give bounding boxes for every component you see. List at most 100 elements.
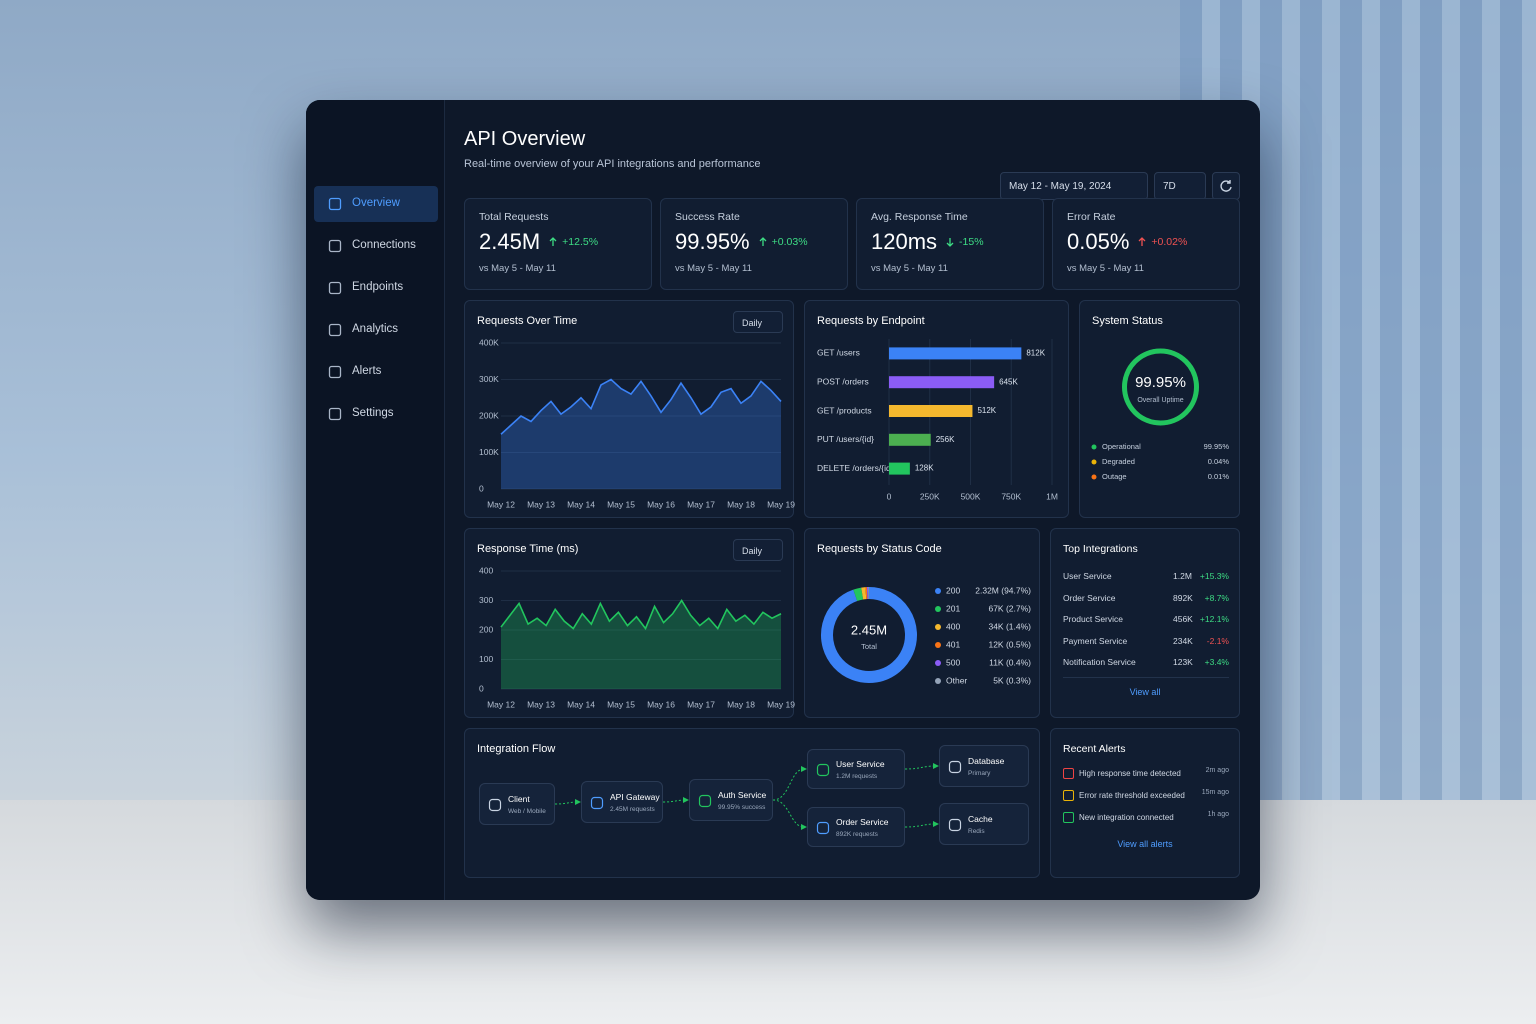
category-label: GET /users (817, 348, 860, 358)
nav-item[interactable]: Endpoints (314, 270, 438, 306)
interval-select[interactable]: Daily (733, 311, 783, 333)
x-tick-label: May 12 (487, 499, 515, 509)
y-tick-label: 300 (479, 595, 493, 605)
x-tick-label: May 13 (527, 699, 555, 709)
ring-caption: Overall Uptime (1137, 397, 1183, 404)
category-label: PUT /users/{id} (817, 434, 874, 444)
legend-label: Other (946, 675, 967, 685)
view-all-link[interactable]: View all (1129, 687, 1161, 697)
legend-value: 0.01% (1208, 472, 1230, 481)
y-tick-label: 300K (479, 374, 499, 384)
x-tick-label: 0 (887, 491, 892, 501)
alert-time: 15m ago (1201, 789, 1229, 796)
kpi-card: Avg. Response Time 120ms -15% vs May 5 - Ma… (856, 198, 1044, 290)
legend-label: Outage (1102, 472, 1127, 481)
flow-node: User Service 1.2M requests (807, 749, 905, 789)
category-label: GET /products (817, 405, 872, 415)
kpi-value-row: 0.05% +0.02% (1067, 229, 1187, 255)
uptime-ring: 99.95% Overall Uptime Operational 99.95% Deg… (1091, 348, 1230, 481)
kpi-card: Success Rate 99.95% +0.03% vs May 5 - May 1… (660, 198, 848, 290)
nav-item[interactable]: Overview (314, 186, 438, 222)
kpi-value-row: 99.95% +0.03% (675, 229, 808, 255)
nav-item[interactable]: Settings (314, 396, 438, 432)
x-tick-label: May 16 (647, 699, 675, 709)
alert-text: High response time detected (1079, 769, 1181, 778)
x-tick-label: May 14 (567, 499, 595, 509)
x-tick-label: May 13 (527, 499, 555, 509)
period-select[interactable]: 7D (1154, 172, 1206, 200)
refresh-button[interactable] (1212, 172, 1240, 200)
panel-title: Response Time (ms) (477, 543, 579, 555)
x-tick-label: 250K (920, 491, 940, 501)
dashboard: Overview Connections Endpoints Analytics Ale… (306, 100, 1260, 900)
date-range-select[interactable]: May 12 - May 19, 2024 (1000, 172, 1148, 200)
top-integrations-panel: Top Integrations User Service 1.2M +15.3% Or… (1050, 528, 1240, 718)
kpi-label: Success Rate (675, 211, 740, 223)
area-fill (501, 379, 781, 489)
flow-node: Database Primary (939, 745, 1029, 787)
alert-text: Error rate threshold exceeded (1079, 791, 1185, 800)
flow-node-icon (816, 821, 830, 835)
legend-value: 11K (0.4%) (989, 657, 1031, 667)
kpi-comparison: vs May 5 - May 11 (1067, 263, 1144, 274)
trend-arrow (549, 237, 557, 246)
trend-arrow (759, 237, 767, 246)
legend-dot (935, 660, 941, 666)
flow-node-detail: 1.2M requests (836, 773, 878, 780)
legend-value: 34K (1.4%) (988, 621, 1031, 631)
area-line (500, 599, 782, 631)
chart-panel: 200 2.32M (94.7%) 201 67K (2.7%) 400 34K (1.4… (804, 528, 1040, 718)
nav-icon (328, 197, 342, 211)
integration-requests: 234K (1173, 635, 1193, 646)
y-tick-label: 200K (479, 410, 499, 420)
flow-edge (904, 765, 937, 770)
legend-value: 12K (0.5%) (988, 639, 1031, 649)
panel-title: Requests by Status Code (817, 543, 942, 555)
x-tick-label: May 15 (607, 499, 635, 509)
nav-item[interactable]: Connections (314, 228, 438, 264)
trend-arrow (946, 238, 954, 247)
kpi-change: -15% (959, 236, 984, 248)
integration-requests: 892K (1173, 592, 1193, 603)
nav-item[interactable]: Analytics (314, 312, 438, 348)
kpi-value: 2.45M (479, 229, 541, 254)
nav-icon-shape (328, 239, 342, 253)
x-tick-label: May 18 (727, 499, 755, 509)
value-label: 128K (915, 464, 934, 473)
nav-label: Overview (352, 197, 400, 209)
x-tick-label: May 17 (687, 699, 715, 709)
trend-arrow-shape (549, 237, 557, 246)
panel-title: Top Integrations (1063, 543, 1138, 555)
page-subtitle: Real-time overview of your API integrati… (464, 158, 761, 170)
donut-center-label: Total (861, 642, 877, 651)
flow-edge (904, 823, 937, 828)
chart-panel: 99.95% Overall Uptime Operational 99.95% Deg… (1079, 300, 1240, 518)
refresh-arc (1220, 180, 1232, 192)
legend-dot (935, 588, 941, 594)
flow-node-icon (590, 796, 604, 810)
flow-node-icon-shape (816, 821, 830, 835)
donut-center-value: 2.45M (851, 622, 887, 637)
trend-arrow (1138, 237, 1146, 246)
trend-arrow-shape (1138, 237, 1146, 246)
nav-label: Settings (352, 407, 394, 419)
flow-node-icon (816, 763, 830, 777)
flow-edge (662, 799, 687, 803)
nav-item[interactable]: Alerts (314, 354, 438, 390)
flow-node: Client Web / Mobile (479, 783, 555, 825)
nav-label: Analytics (352, 323, 399, 335)
view-alerts-link[interactable]: View all alerts (1117, 839, 1173, 849)
flow-node: Order Service 892K requests (807, 807, 905, 847)
legend-value: 99.95% (1204, 442, 1230, 451)
flow-node-detail: 99.95% success (718, 804, 766, 811)
legend-dot (1091, 444, 1097, 450)
integration-change: +12.1% (1199, 614, 1229, 624)
flow-node-icon-shape (488, 798, 502, 812)
interval-select[interactable]: Daily (733, 539, 783, 561)
x-tick-label: May 19 (767, 699, 795, 709)
flow-edge (772, 799, 805, 828)
flow-arrowhead (575, 799, 581, 805)
sidebar: Overview Connections Endpoints Analytics Ale… (306, 100, 445, 900)
flow-node-icon-shape (948, 818, 962, 832)
